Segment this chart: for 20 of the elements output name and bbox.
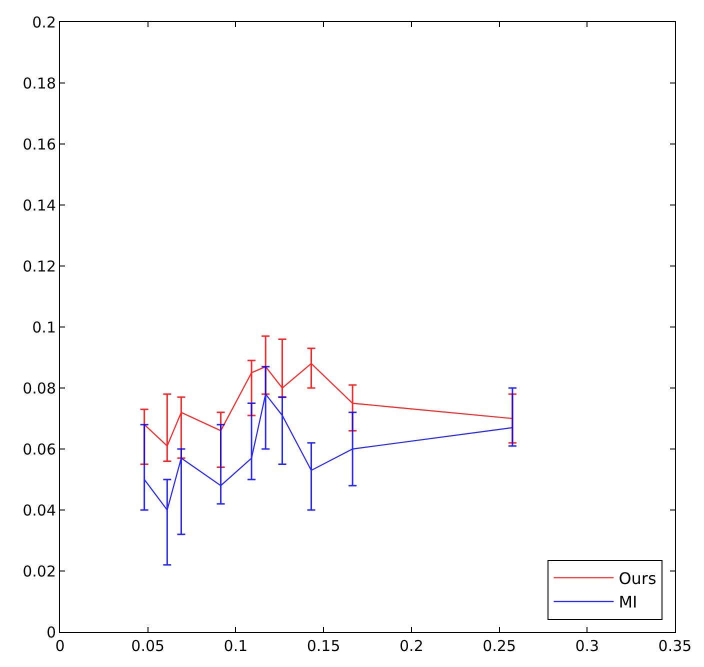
- x-tick-label: 0.3: [575, 637, 600, 655]
- x-tick-label: 0.05: [131, 637, 165, 655]
- legend-label: MI: [618, 592, 638, 612]
- y-tick-label: 0.08: [22, 379, 56, 398]
- y-tick-label: 0.14: [22, 196, 56, 214]
- y-tick-label: 0.1: [32, 318, 56, 336]
- x-tick-label: 0.15: [306, 637, 340, 655]
- legend-label: Ours: [618, 568, 656, 588]
- y-tick-label: 0.12: [22, 257, 56, 276]
- x-tick-label: 0.25: [482, 637, 516, 655]
- y-tick-label: 0.06: [22, 440, 56, 458]
- y-tick-label: 0.16: [22, 135, 56, 154]
- x-tick-label: 0.1: [224, 637, 248, 655]
- y-tick-label: 0.02: [22, 562, 56, 580]
- y-tick-label: 0.2: [32, 13, 56, 32]
- y-tick-label: 0: [46, 623, 56, 642]
- x-tick-label: 0.2: [400, 637, 424, 655]
- y-tick-label: 0.04: [22, 501, 56, 520]
- x-tick-label: 0.35: [658, 637, 692, 655]
- y-tick-label: 0.18: [22, 74, 56, 92]
